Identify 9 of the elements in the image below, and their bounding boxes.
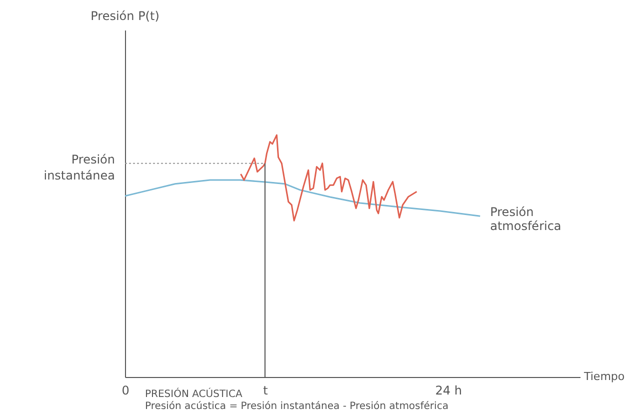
text: PRESIÓN ACÚSTICA <box>145 387 242 400</box>
text: Presión acústica = Presión instantánea - Presión atmosférica <box>145 401 448 412</box>
text: Presión P(t) <box>90 9 160 23</box>
x-tick-label: 24 h <box>435 384 462 398</box>
x-tick-label: 0 <box>122 384 130 398</box>
x-tick-label: t <box>263 384 268 398</box>
ref-line-label: Presión instantánea <box>44 152 115 182</box>
x-axis-title: Tiempo <box>583 370 625 383</box>
series-label: Presión atmosférica <box>490 205 562 234</box>
